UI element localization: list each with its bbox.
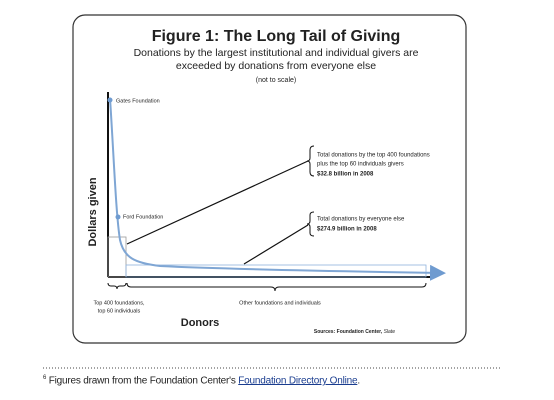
- callout-line: [243, 224, 309, 265]
- head-box: [107, 236, 127, 278]
- point: [115, 214, 121, 220]
- footnote-link[interactable]: Foundation Directory Online: [238, 375, 358, 387]
- callout-line: [126, 160, 309, 245]
- subtitle: exceeded by donations from everyone else: [176, 60, 376, 72]
- brace: [107, 282, 127, 290]
- annotation: $274.9 billion in 2008: [317, 227, 377, 233]
- footnote-end: .: [357, 375, 360, 387]
- group-label: top 60 individuals: [98, 308, 141, 314]
- footnote-text: Figures drawn from the Foundation Center…: [46, 375, 239, 387]
- tail-box: [125, 264, 427, 278]
- brace: [306, 211, 315, 237]
- annotation: $32.8 billion in 2008: [317, 172, 374, 178]
- x-axis-label: Donors: [181, 317, 220, 329]
- annotation: Total donations by the top 400 foundatio…: [317, 153, 430, 159]
- y-axis-label: Dollars given: [87, 177, 99, 246]
- footnote-marker: 6: [43, 375, 47, 381]
- scale-note: (not to scale): [256, 77, 296, 84]
- sources-italic: Slate: [384, 329, 396, 335]
- sources-prefix: Sources: Foundation Center,: [314, 329, 384, 335]
- point-label: Ford Foundation: [123, 214, 163, 220]
- annotation: plus the top 60 individuals givers: [317, 162, 404, 168]
- subtitle: Donations by the largest institutional a…: [134, 47, 419, 59]
- point-label: Gates Foundation: [116, 98, 160, 104]
- point: [107, 97, 113, 103]
- figure-title: Figure 1: The Long Tail of Giving: [152, 28, 401, 45]
- brace: [306, 145, 315, 177]
- sources: Sources: Foundation Center, Slate: [314, 329, 395, 335]
- brace: [126, 282, 427, 292]
- long-tail-curve: [109, 97, 446, 281]
- group-label: Other foundations and individuals: [239, 300, 321, 306]
- footnote: 6 Figures drawn from the Foundation Cent…: [43, 375, 360, 386]
- annotation: Total donations by everyone else: [317, 217, 405, 223]
- group-label: Top 400 foundations,: [93, 300, 145, 306]
